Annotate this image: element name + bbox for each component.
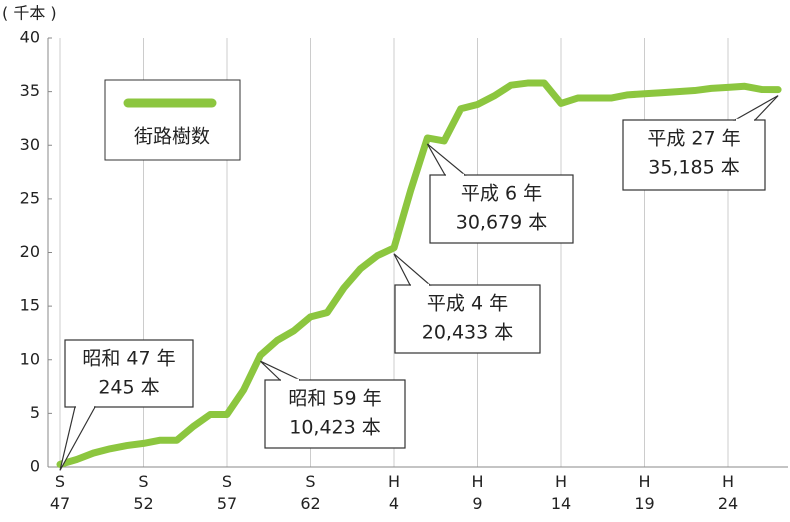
x-tick-label: H 24	[718, 472, 738, 513]
y-tick-label: 20	[20, 242, 40, 261]
y-tick-label: 15	[20, 296, 40, 315]
callout-text: 245 本	[98, 377, 159, 399]
callout-text: 35,185 本	[648, 157, 740, 179]
callout-box	[622, 119, 766, 191]
callout-text: 20,433 本	[422, 322, 514, 344]
x-tick-label-line: 62	[300, 494, 320, 513]
callout-box	[394, 284, 541, 354]
x-tick-label-line: 24	[718, 494, 738, 513]
legend-box	[104, 79, 241, 161]
y-tick-label: 30	[20, 135, 40, 154]
x-tick-label: H 19	[634, 472, 654, 513]
y-tick-label: 40	[20, 28, 40, 47]
x-tick-label-line: H	[555, 472, 567, 491]
callout-pointer	[426, 143, 467, 176]
x-tick-label-line: S	[222, 472, 232, 491]
legend-label: 街路樹数	[134, 126, 210, 148]
callout-pointer	[732, 95, 779, 121]
x-tick-label-line: H	[638, 472, 650, 491]
x-tick-label: S 57	[217, 472, 237, 513]
callout-text: 昭和 59 年	[288, 388, 381, 410]
y-tick-label: 5	[30, 403, 40, 422]
x-tick-label-line: S	[138, 472, 148, 491]
callout-text: 10,423 本	[289, 417, 381, 439]
x-tick-label-line: 4	[389, 494, 399, 513]
callout-box	[429, 174, 574, 244]
x-tick-label-line: S	[55, 472, 65, 491]
x-tick-label-line: H	[722, 472, 734, 491]
callout-text: 昭和 47 年	[82, 348, 175, 370]
x-tick-label: S 62	[300, 472, 320, 513]
callout-text: 30,679 本	[456, 212, 548, 234]
y-unit: ( 千本 )	[2, 4, 57, 23]
x-tick-label-line: 14	[551, 494, 571, 513]
x-tick-label: S 52	[133, 472, 153, 513]
x-tick-label: S 47	[50, 472, 70, 513]
callout-text: 平成 27 年	[647, 128, 740, 150]
x-tick-label-line: 47	[50, 494, 70, 513]
y-tick-label: 25	[20, 188, 40, 207]
y-tick-label: 35	[20, 81, 40, 100]
x-tick-label-line: 9	[472, 494, 482, 513]
callout-text: 平成 6 年	[461, 183, 542, 205]
x-tick-label-line: 19	[634, 494, 654, 513]
y-tick-label: 0	[30, 457, 40, 476]
x-tick-label-line: S	[305, 472, 315, 491]
x-tick-label-line: 57	[217, 494, 237, 513]
series-line	[56, 79, 782, 468]
callout-pointer	[393, 253, 432, 286]
callout-box	[64, 339, 194, 408]
x-tick-label-line: H	[388, 472, 400, 491]
x-tick-label-line: H	[471, 472, 483, 491]
callout-pointer	[259, 360, 301, 381]
callout-text: 平成 4 年	[427, 293, 508, 315]
x-tick-label-line: 52	[133, 494, 153, 513]
callout-box	[264, 379, 406, 449]
y-tick-label: 10	[20, 349, 40, 368]
x-tick-label: H 14	[551, 472, 571, 513]
